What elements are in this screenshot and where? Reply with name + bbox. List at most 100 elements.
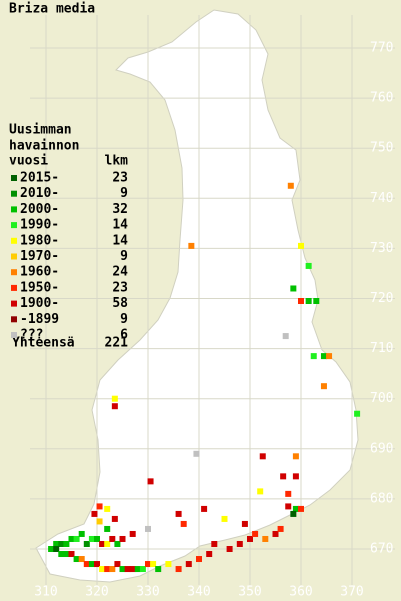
legend-count: 9: [120, 249, 128, 264]
y-tick-label: 720: [370, 291, 393, 306]
observation-square: [305, 262, 312, 269]
observation-square: [88, 561, 95, 568]
legend-swatch: [11, 237, 17, 244]
observation-square: [354, 410, 361, 417]
x-tick-label: 330: [136, 585, 159, 600]
observation-square: [290, 285, 297, 292]
legend-swatch: [11, 300, 17, 307]
legend-swatch: [11, 269, 17, 276]
observation-square: [285, 503, 292, 510]
legend-count: 32: [112, 202, 128, 217]
y-tick-label: 760: [370, 91, 393, 106]
legend-label: 1980-: [20, 233, 59, 248]
y-tick-label: 680: [370, 491, 393, 506]
observation-square: [241, 520, 248, 527]
observation-square: [226, 546, 233, 552]
x-tick-label: 360: [289, 585, 312, 600]
legend-swatch: [11, 175, 17, 181]
observation-square: [114, 561, 121, 568]
observation-square: [129, 566, 136, 573]
observation-square: [104, 505, 111, 512]
observation-square: [114, 540, 121, 547]
observation-square: [262, 535, 269, 542]
y-tick-label: 740: [370, 191, 393, 206]
observation-square: [53, 540, 60, 547]
observation-square: [313, 298, 320, 305]
legend-count: 9: [120, 186, 128, 201]
legend-header: Uusimman: [9, 123, 72, 138]
observation-square: [99, 566, 106, 573]
observation-square: [83, 561, 90, 568]
observation-square: [259, 453, 266, 460]
observation-square: [320, 353, 327, 360]
observation-square: [104, 525, 111, 532]
observation-square: [290, 510, 297, 517]
observation-square: [175, 510, 182, 517]
observation-square: [58, 551, 65, 558]
observation-square: [129, 530, 136, 537]
observation-square: [111, 403, 118, 410]
x-tick-label: 310: [34, 585, 57, 600]
observation-square: [145, 525, 151, 532]
observation-square: [139, 566, 146, 573]
observation-square: [68, 535, 75, 542]
observation-square: [73, 556, 80, 563]
observation-square: [285, 490, 292, 497]
x-tick-label: 320: [85, 585, 108, 600]
observation-square: [134, 566, 141, 573]
observation-square: [119, 535, 126, 542]
legend-count: 9: [120, 312, 128, 327]
legend-label: 1970-: [20, 249, 59, 264]
observation-square: [206, 551, 213, 558]
observation-square: [252, 530, 259, 537]
legend-swatch: [11, 332, 17, 338]
observation-square: [185, 561, 192, 568]
legend-total-label: Yhteensä: [12, 336, 75, 351]
observation-square: [155, 566, 162, 573]
observation-square: [310, 353, 317, 360]
observation-square: [63, 540, 70, 547]
observation-square: [193, 450, 200, 457]
observation-square: [175, 566, 182, 573]
observation-square: [63, 551, 70, 558]
observation-square: [326, 353, 333, 360]
observation-square: [147, 478, 154, 485]
y-tick-label: 670: [370, 542, 393, 557]
legend-label: 1990-: [20, 218, 59, 233]
y-tick-label: 700: [370, 391, 393, 406]
observation-square: [292, 473, 299, 480]
legend-swatch: [11, 190, 17, 197]
legend-count: 24: [112, 265, 128, 280]
observation-square: [119, 566, 126, 573]
legend-swatch: [11, 222, 17, 229]
observation-square: [83, 540, 90, 547]
legend-swatch: [11, 316, 17, 323]
finland-outline: [35, 9, 359, 583]
observation-square: [78, 556, 85, 563]
legend-label: 1900-: [20, 296, 59, 311]
observation-square: [53, 546, 60, 552]
y-tick-label: 730: [370, 241, 393, 256]
legend-header: havainnon: [9, 139, 79, 154]
legend-count: 23: [112, 171, 128, 186]
legend-count: 23: [112, 280, 128, 295]
observation-square: [292, 505, 299, 512]
legend-swatch: [11, 253, 17, 260]
observation-square: [145, 561, 151, 568]
observation-square: [298, 298, 304, 305]
y-tick-label: 770: [370, 41, 393, 56]
x-tick-label: 350: [238, 585, 261, 600]
y-tick-label: 690: [370, 441, 393, 456]
observation-square: [282, 333, 289, 340]
observation-square: [124, 566, 131, 573]
legend-count: 58: [112, 296, 128, 311]
map-title: Briza media: [9, 2, 95, 17]
legend-swatch: [11, 206, 17, 213]
observation-square: [196, 556, 202, 563]
observation-square: [111, 395, 118, 402]
x-tick-label: 370: [340, 585, 363, 600]
legend-count: 6: [120, 328, 128, 343]
observation-square: [58, 540, 65, 547]
observation-square: [221, 515, 228, 522]
